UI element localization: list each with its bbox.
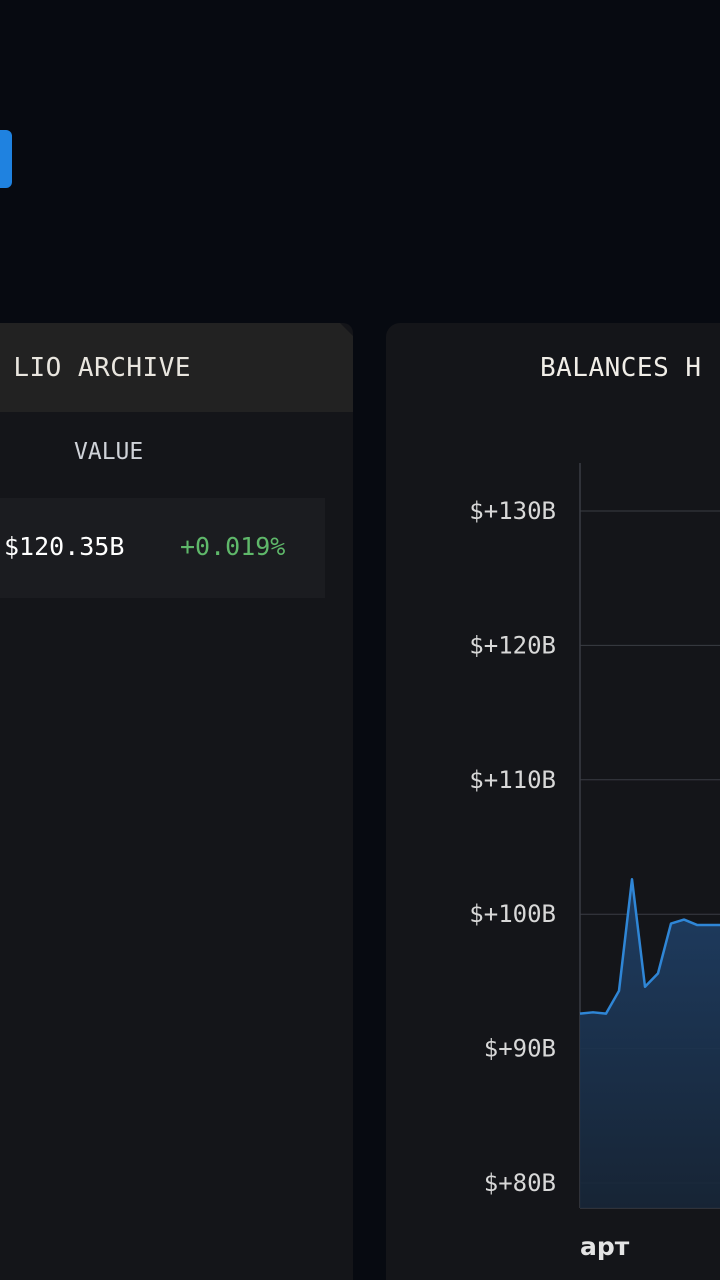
series-line (579, 878, 720, 1015)
value-column-header: VALUE (74, 439, 144, 465)
y-tick-label: $+80B (484, 1169, 556, 1197)
archive-panel-header: LIO ARCHIVE (0, 323, 353, 412)
balances-panel-title: BALANCES H (540, 353, 702, 383)
row-change-percent: +0.019% (180, 532, 286, 561)
y-tick-label: $+90B (484, 1035, 556, 1063)
balances-history-panel: BALANCES H $+130B $+120B $+110B $+100B $+90B… (386, 323, 720, 1280)
y-tick-label: $+120B (469, 631, 556, 659)
y-tick-label: $+130B (469, 497, 556, 525)
series-area (580, 879, 720, 1208)
y-tick-label: $+100B (469, 900, 556, 928)
y-tick-label: $+110B (469, 766, 556, 794)
row-value: $120.35B (4, 532, 125, 561)
archive-panel-title: LIO ARCHIVE (13, 353, 191, 383)
table-row[interactable]: $120.35B +0.019% (0, 498, 325, 598)
portfolio-archive-panel: LIO ARCHIVE VALUE $120.35B +0.019% (0, 323, 353, 1280)
x-tick-label: арт (580, 1232, 630, 1261)
balances-chart: $+130B $+120B $+110B $+100B $+90B $+80B арт (469, 463, 720, 1261)
primary-action-button[interactable] (0, 130, 12, 188)
